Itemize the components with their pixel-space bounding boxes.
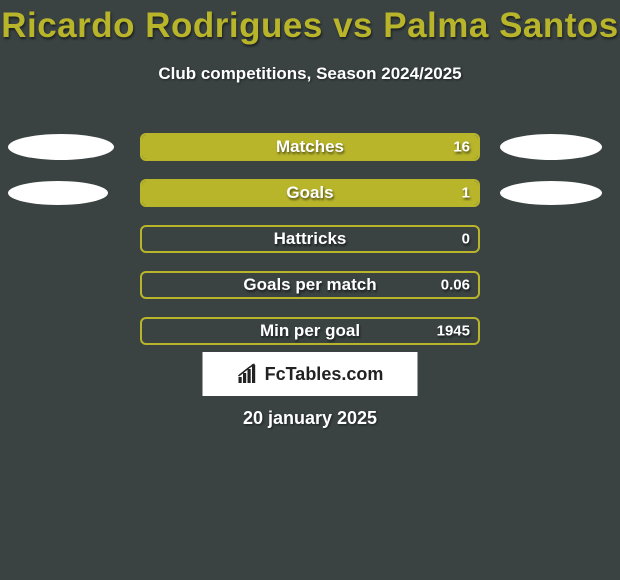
player1-marker	[8, 181, 108, 205]
stat-row: Goals per match0.06	[0, 262, 620, 308]
stat-bar-track	[140, 317, 480, 345]
player1-marker	[8, 134, 114, 160]
comparison-card: Ricardo Rodrigues vs Palma Santos Club c…	[0, 0, 620, 580]
stat-row: Hattricks0	[0, 216, 620, 262]
stat-bar-track	[140, 225, 480, 253]
stat-bar-fill	[142, 181, 478, 205]
vs-label: vs	[333, 6, 373, 45]
brand-box[interactable]: FcTables.com	[203, 352, 418, 396]
player2-marker	[500, 134, 602, 160]
stat-bar-track	[140, 179, 480, 207]
stat-rows: Matches16Goals1Hattricks0Goals per match…	[0, 124, 620, 354]
subtitle: Club competitions, Season 2024/2025	[0, 64, 620, 84]
stat-row: Goals1	[0, 170, 620, 216]
player2-name: Palma Santos	[383, 6, 619, 45]
stat-bar-fill	[142, 135, 478, 159]
stat-row: Min per goal1945	[0, 308, 620, 354]
date-label: 20 january 2025	[0, 408, 620, 429]
page-title: Ricardo Rodrigues vs Palma Santos	[0, 0, 620, 46]
stat-bar-track	[140, 133, 480, 161]
stat-bar-track	[140, 271, 480, 299]
brand-text: FcTables.com	[265, 364, 384, 385]
bar-chart-icon	[237, 363, 261, 385]
player1-name: Ricardo Rodrigues	[1, 6, 323, 45]
stat-row: Matches16	[0, 124, 620, 170]
player2-marker	[500, 181, 602, 205]
